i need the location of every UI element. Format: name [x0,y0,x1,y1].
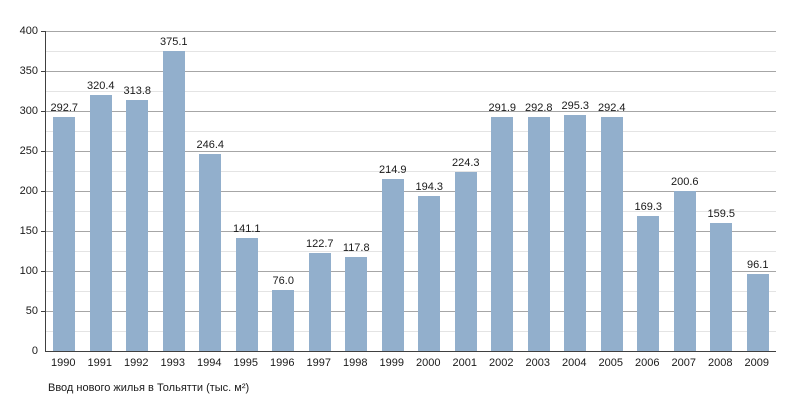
x-axis-label: 1995 [233,357,258,369]
gridline-major [46,71,776,72]
bar-value-label: 96.1 [747,259,769,272]
y-axis-label: 250 [19,145,38,157]
x-axis-label: 1996 [270,357,295,369]
x-axis-label: 2000 [416,357,441,369]
bar [345,256,368,351]
bar-value-label: 200.6 [670,175,699,188]
gridline-minor [46,51,776,52]
bar-value-label: 141.1 [232,223,261,236]
bar [126,99,149,351]
bar-value-label: 295.3 [561,99,590,112]
gridline-minor [46,331,776,332]
gridline-minor [46,131,776,132]
y-axis-tick [41,231,45,232]
x-axis-label: 2002 [489,357,514,369]
bar-value-label: 224.3 [451,156,480,169]
y-axis-label: 300 [19,105,38,117]
bar [89,94,112,351]
bar [746,274,769,351]
bar [53,116,76,351]
bar [673,190,696,351]
y-axis-tick [41,311,45,312]
y-axis-label: 50 [25,305,38,317]
bar-value-label: 246.4 [196,138,225,151]
bar [454,171,477,351]
bar [272,290,295,351]
bar-value-label: 313.8 [123,84,152,97]
bar [418,195,441,351]
x-axis-label: 2007 [671,357,696,369]
bar [564,114,587,351]
bar-value-label: 292.4 [597,102,626,115]
y-axis-tick [41,31,45,32]
y-axis-label: 350 [19,65,38,77]
x-axis-label: 2003 [525,357,550,369]
x-axis-label: 1990 [51,357,76,369]
gridline-major [46,111,776,112]
gridline-minor [46,211,776,212]
bar [637,215,660,351]
bar-value-label: 117.8 [342,241,370,254]
bar [527,116,550,351]
x-axis-label: 1994 [197,357,222,369]
x-axis-label: 1999 [379,357,404,369]
gridline-major [46,151,776,152]
x-axis-label: 2001 [452,357,477,369]
y-axis-tick [41,151,45,152]
bar-value-label: 159.5 [707,208,736,221]
y-axis-label: 200 [19,185,38,197]
bar [491,117,514,351]
gridline-minor [46,91,776,92]
y-axis-tick [41,71,45,72]
bar [235,238,258,351]
x-axis-label: 2006 [635,357,660,369]
y-axis-label: 0 [31,345,38,357]
bar [381,179,404,351]
bar-value-label: 76.0 [272,275,294,288]
gridline-minor [46,251,776,252]
bar [600,117,623,351]
y-axis-label: 100 [19,265,38,277]
y-axis-label: 400 [19,25,38,37]
plot-area: 292.7 320.4 313.8 375.1 246.4 141.1 76.0 122.7 1… [45,31,776,352]
bar-value-label: 292.7 [50,101,79,114]
chart-caption: Ввод нового жилья в Тольятти (тыс. м²) [48,382,250,394]
gridline-minor [46,171,776,172]
bar-value-label: 320.4 [86,79,115,92]
y-axis-tick [41,111,45,112]
x-axis-label: 1992 [124,357,149,369]
y-axis-tick [41,271,45,272]
gridline-major [46,31,776,32]
bar [199,153,222,351]
bar-value-label: 214.9 [378,164,407,177]
bar-value-label: 375.1 [159,35,188,48]
bar [308,252,331,351]
bar-value-label: 122.7 [305,237,334,250]
x-axis-label: 2005 [598,357,623,369]
x-axis-label: 1991 [87,357,112,369]
x-axis-label: 2009 [744,357,769,369]
x-axis-label: 2004 [562,357,587,369]
bar-value-label: 292.8 [524,101,553,114]
x-axis-label: 1997 [306,357,331,369]
bar-value-label: 169.3 [634,200,663,213]
y-axis-label: 150 [19,225,38,237]
bar-value-label: 291.9 [488,102,517,115]
gridline-minor [46,291,776,292]
gridline-major [46,271,776,272]
x-axis-label: 2008 [708,357,733,369]
gridline-major [46,311,776,312]
bar [710,223,733,351]
bar [162,50,185,351]
bar-value-label: 194.3 [415,180,444,193]
x-axis-label: 1998 [343,357,368,369]
gridline-major [46,191,776,192]
x-axis-label: 1993 [160,357,185,369]
gridline-major [46,231,776,232]
y-axis-tick [41,191,45,192]
